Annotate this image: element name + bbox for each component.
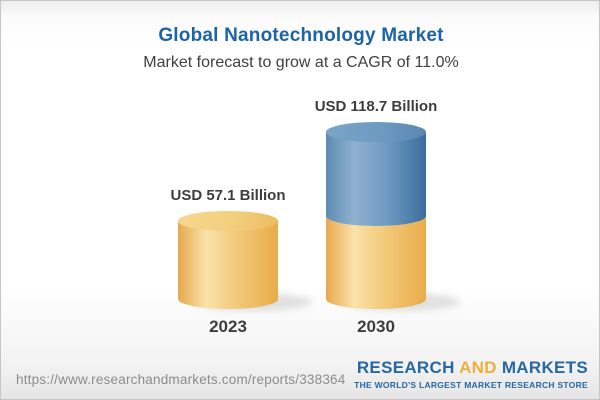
cylinder-2030-base-segment	[326, 216, 426, 309]
cylinder-2030-growth-segment	[326, 132, 426, 226]
chart-title: Global Nanotechnology Market	[158, 25, 444, 46]
year-label-2023: 2023	[209, 317, 247, 336]
brand-logo-wordmark: RESEARCH AND MARKETS	[354, 358, 588, 378]
value-label-2023: USD 57.1 Billion	[170, 187, 286, 204]
value-label-2030: USD 118.7 Billion	[314, 98, 438, 115]
chart-subtitle: Market forecast to grow at a CAGR of 11.…	[143, 54, 459, 71]
brand-logo-tagline: THE WORLD'S LARGEST MARKET RESEARCH STOR…	[354, 379, 588, 390]
footer-report-url: https://www.researchandmarkets.com/repor…	[16, 372, 346, 387]
year-label-2030: 2030	[357, 317, 395, 336]
brand-logo: RESEARCH AND MARKETS THE WORLD'S LARGEST…	[354, 358, 588, 390]
cylinder-2023-top	[178, 211, 278, 231]
cylinder-2030-top	[326, 122, 426, 142]
cylinder-2023-body	[178, 221, 278, 309]
logo-markets: MARKETS	[501, 358, 588, 377]
logo-and: AND	[459, 358, 497, 377]
logo-research: RESEARCH	[356, 358, 455, 377]
